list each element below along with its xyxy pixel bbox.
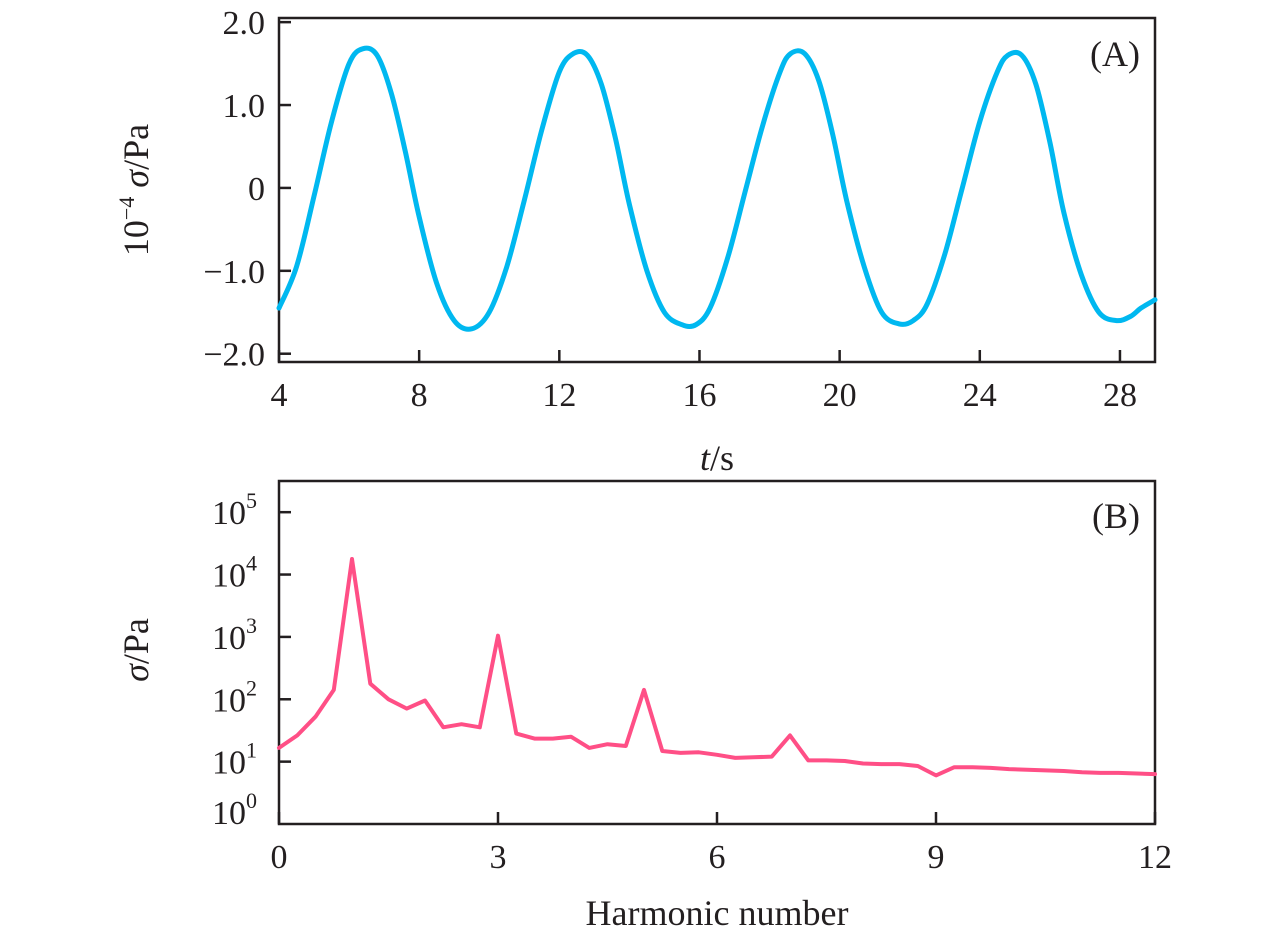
panel-b-y-axis-title: σ/Pa [116, 618, 156, 682]
panel-b-label: (B) [1092, 496, 1140, 536]
panel-a-x-tick-label: 4 [271, 377, 288, 414]
panel-b-x-tick-label: 12 [1138, 839, 1172, 876]
panel-a-y-tick-label: 2.0 [223, 5, 266, 42]
panel-a-series-line [276, 45, 1158, 332]
panel-b-frame [277, 479, 1157, 826]
panel-b-y-tick-label: 104 [212, 551, 257, 595]
panel-a-y-tick-label: −1.0 [203, 254, 265, 291]
panel-b-y-tick-label: 102 [212, 675, 257, 719]
panel-a-label: (A) [1090, 34, 1140, 74]
panel-b-y-tick-label: 105 [212, 488, 257, 532]
panel-a-x-tick-label: 28 [1103, 377, 1137, 414]
panel-b-series-line [277, 557, 1157, 778]
panel-b-x-tick-label: 9 [928, 839, 945, 876]
panel-a-y-tick-label: −2.0 [203, 337, 265, 374]
panel-a-x-tick-label: 8 [411, 377, 428, 414]
panel-a-y-axis-title: 10−4 σ/Pa [114, 124, 156, 256]
panel-b-x-tick-label: 0 [271, 839, 288, 876]
panel-b: 0 3 6 9 12 100 101 102 103 104 105 (B) Harmonic n… [116, 479, 1172, 933]
panel-b-y-tick-label: 100 [212, 788, 257, 832]
panel-b-x-tick-label: 3 [490, 839, 507, 876]
panel-b-x-axis-title: Harmonic number [586, 893, 849, 933]
panel-a-x-tick-label: 20 [823, 377, 857, 414]
panel-a-x-tick-label: 16 [682, 377, 716, 414]
panel-a: 4 8 12 16 20 24 28 2.0 1.0 0 −1.0 −2.0 (A) t/s 10−… [114, 5, 1158, 478]
panel-a-x-ticks: 4 8 12 16 20 24 28 [271, 350, 1137, 414]
panel-a-x-tick-label: 12 [542, 377, 576, 414]
panel-a-y-tick-label: 1.0 [223, 88, 266, 125]
panel-a-frame [277, 16, 1157, 364]
panel-a-x-tick-label: 24 [963, 377, 997, 414]
panel-b-y-tick-label: 101 [212, 738, 257, 782]
panel-a-y-tick-label: 0 [248, 171, 265, 208]
panel-b-y-ticks: 100 101 102 103 104 105 [212, 488, 291, 832]
panel-b-x-ticks: 0 3 6 9 12 [271, 812, 1172, 876]
panel-a-y-ticks: 2.0 1.0 0 −1.0 −2.0 [203, 5, 291, 374]
panel-b-x-tick-label: 6 [709, 839, 726, 876]
panel-b-y-tick-label: 103 [212, 613, 257, 657]
panel-a-x-axis-title: t/s [700, 438, 734, 478]
